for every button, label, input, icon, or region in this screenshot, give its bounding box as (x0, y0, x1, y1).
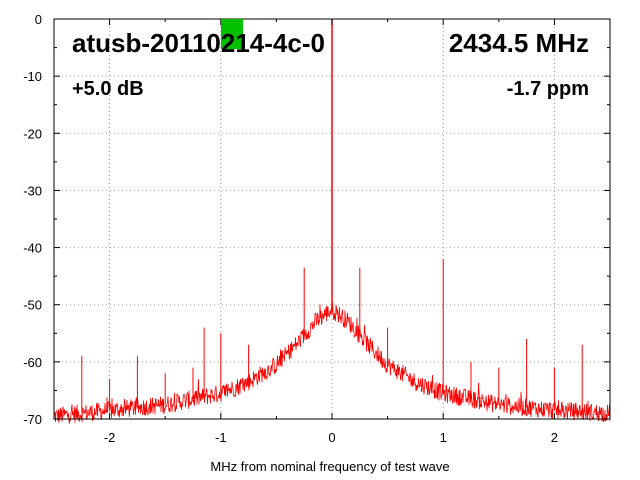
noise-trace (53, 302, 611, 424)
status-indicator (221, 19, 243, 49)
x-tick-label: 0 (328, 430, 335, 445)
frequency-label: 2434.5 MHz (449, 28, 589, 58)
x-tick-label: 1 (440, 430, 447, 445)
offset-label: -1.7 ppm (507, 78, 589, 100)
x-tick-label: 2 (551, 430, 558, 445)
x-tick-label: -2 (104, 430, 116, 445)
y-tick-label: -50 (23, 298, 42, 313)
y-tick-label: -10 (23, 69, 42, 84)
y-tick-label: 0 (35, 12, 42, 27)
axis-ticks (53, 18, 611, 420)
y-tick-label: -70 (23, 412, 42, 427)
y-tick-label: -30 (23, 183, 42, 198)
gain-label: +5.0 dB (72, 78, 144, 100)
y-tick-label: -20 (23, 126, 42, 141)
y-tick-label: -60 (23, 355, 42, 370)
grid-lines (54, 19, 610, 419)
tick-labels: 0-10-20-30-40-50-60-70-2 -1 0 1 2 (23, 12, 558, 445)
x-axis-title: MHz from nominal frequency of test wave (210, 459, 449, 474)
spectrum-trace (53, 19, 611, 424)
x-tick-label: -1 (215, 430, 227, 445)
y-tick-label: -40 (23, 241, 42, 256)
device-label: atusb-20110214-4c-0 (72, 28, 325, 58)
